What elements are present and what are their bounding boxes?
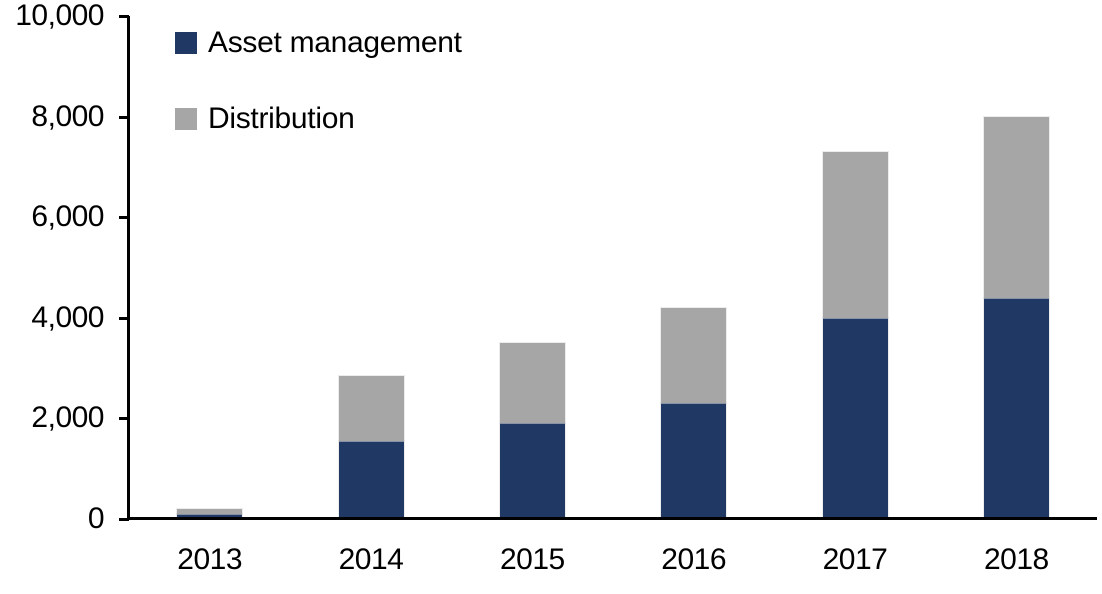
legend: Asset management Distribution bbox=[175, 26, 462, 136]
bar-segment-asset-management bbox=[983, 297, 1049, 519]
y-axis-tick-label: 4,000 bbox=[31, 300, 104, 334]
x-axis-label-2016: 2016 bbox=[661, 543, 727, 576]
x-axis-label-2018: 2018 bbox=[983, 543, 1049, 576]
bar-segment-asset-management bbox=[177, 513, 243, 519]
y-axis-tick-mark bbox=[119, 216, 129, 220]
bar-segment-distribution bbox=[822, 151, 888, 318]
legend-swatch-distribution bbox=[175, 108, 197, 130]
x-axis-label-2014: 2014 bbox=[338, 543, 404, 576]
x-axis-label-2017: 2017 bbox=[822, 543, 888, 576]
x-axis-label-2013: 2013 bbox=[177, 543, 243, 576]
bar-segment-distribution bbox=[661, 307, 727, 404]
y-axis-tick-mark bbox=[119, 15, 129, 18]
bar-segment-asset-management bbox=[822, 317, 888, 519]
bar-segment-asset-management bbox=[499, 423, 565, 519]
bar-segment-distribution bbox=[499, 342, 565, 424]
y-axis-line bbox=[127, 16, 130, 519]
legend-swatch-asset-management bbox=[175, 32, 197, 54]
y-axis-tick-mark bbox=[119, 518, 129, 521]
y-axis-tick-mark bbox=[119, 115, 129, 119]
bar-segment-asset-management bbox=[338, 441, 404, 519]
legend-label-asset-management: Asset management bbox=[208, 26, 462, 59]
y-axis-tick-mark bbox=[119, 417, 129, 421]
x-axis-label-2015: 2015 bbox=[499, 543, 565, 576]
y-axis-tick-label: 8,000 bbox=[31, 99, 104, 133]
legend-item-asset-management: Asset management bbox=[175, 26, 462, 60]
y-axis-tick-mark bbox=[119, 316, 129, 320]
bar-segment-distribution bbox=[983, 116, 1049, 298]
bar-segment-distribution bbox=[338, 375, 404, 442]
legend-label-distribution: Distribution bbox=[208, 102, 355, 135]
y-axis-tick-label: 6,000 bbox=[31, 200, 104, 234]
y-axis-tick-label: 2,000 bbox=[31, 401, 104, 435]
bar-segment-distribution bbox=[177, 508, 243, 514]
x-axis-line bbox=[127, 517, 1097, 520]
legend-item-distribution: Distribution bbox=[175, 102, 462, 136]
bar-segment-asset-management bbox=[661, 403, 727, 519]
y-axis-tick-label: 0 bbox=[87, 502, 105, 535]
y-axis-tick-label: 10,000 bbox=[15, 0, 104, 32]
